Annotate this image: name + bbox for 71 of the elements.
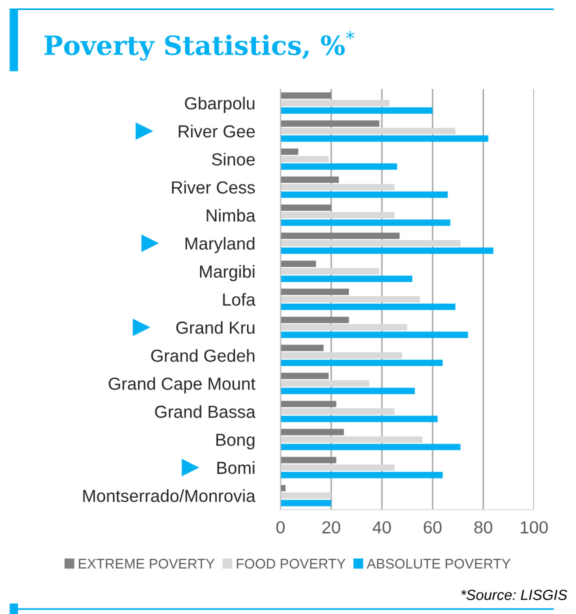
y-tick-label: Grand Bassa (155, 405, 256, 418)
bar (280, 276, 412, 282)
bar (280, 380, 370, 387)
bar (280, 500, 332, 506)
bar (280, 248, 494, 254)
bar (280, 456, 336, 464)
bar (280, 344, 324, 352)
bar (280, 296, 420, 303)
bar (280, 484, 286, 492)
bar (280, 288, 349, 296)
y-tick-label: Maryland (186, 236, 254, 254)
x-tick-label: 0 (276, 521, 285, 534)
bar (280, 163, 398, 170)
y-tick-label: River Cess (172, 180, 255, 194)
legend-label: FOOD POVERTY (236, 558, 346, 569)
bar (280, 148, 298, 155)
bar (280, 464, 395, 471)
bar (280, 316, 349, 324)
bar (280, 492, 332, 499)
bar (280, 212, 395, 218)
bar (280, 372, 329, 380)
bar (280, 176, 339, 183)
y-tick-label: Grand Gedeh (151, 349, 254, 362)
bar (280, 240, 460, 246)
bar (280, 100, 390, 106)
bar (280, 220, 450, 226)
bar (280, 332, 468, 338)
y-tick-label: Montserrado/Monrovia (83, 489, 256, 502)
y-tick-label: Grand Cape Mount (108, 377, 256, 394)
y-tick-label: Margibi (200, 264, 254, 282)
y-tick-label: Grand Kru (176, 321, 254, 334)
bar (280, 120, 380, 127)
x-tick-label: 100 (520, 521, 548, 534)
x-tick-label: 40 (372, 521, 391, 534)
bar (280, 184, 395, 190)
bar (280, 107, 433, 114)
bar (280, 436, 422, 443)
bar (280, 408, 395, 415)
bar (280, 204, 332, 211)
legend-label: ABSOLUTE POVERTY (366, 558, 510, 569)
bar (280, 444, 460, 450)
bar (280, 128, 456, 134)
bar (280, 388, 415, 394)
bar (280, 428, 344, 436)
bar (280, 260, 316, 267)
bar (280, 156, 329, 162)
y-tick-label: Sinoe (212, 152, 255, 166)
text: *Source: LISGIS (461, 590, 568, 600)
y-tick-label: Bomi (217, 461, 254, 474)
bar (280, 416, 438, 422)
bar (280, 352, 402, 359)
bar (280, 135, 488, 142)
bar (280, 360, 443, 366)
bar (280, 268, 380, 274)
bar (280, 324, 408, 331)
x-tick-label: 20 (322, 521, 340, 534)
y-tick-label: Nimba (206, 208, 256, 222)
x-tick-label: 80 (474, 521, 492, 534)
legend-label: EXTREME POVERTY (78, 558, 215, 569)
chart-title: Poverty Statistics, %$^{*}$ (44, 31, 354, 61)
y-tick-label: Lofa (223, 293, 256, 306)
y-tick-label: Bong (216, 434, 254, 450)
bar (280, 232, 400, 239)
x-tick-label: 60 (424, 521, 442, 534)
y-tick-label: River Gee (178, 124, 255, 138)
bar (280, 472, 443, 478)
bar (280, 191, 448, 198)
bar (280, 304, 456, 310)
bar (280, 400, 336, 408)
y-tick-label: Gbarpolu (184, 96, 254, 113)
bar (280, 92, 332, 99)
